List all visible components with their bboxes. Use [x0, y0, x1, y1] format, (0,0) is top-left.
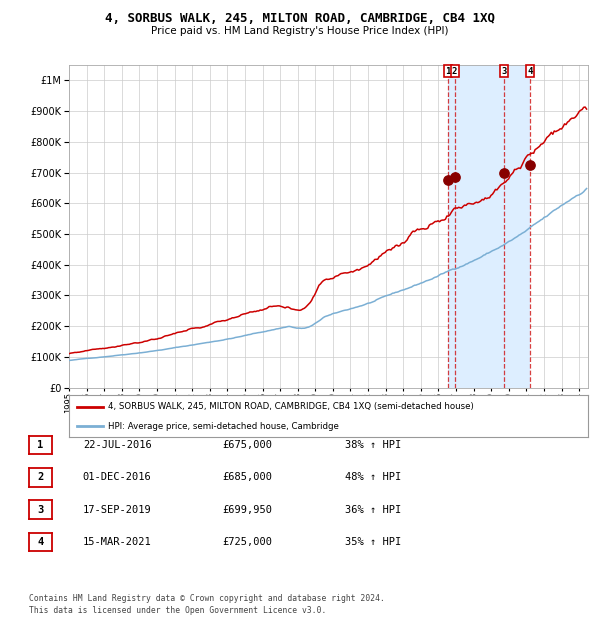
Text: 17-SEP-2019: 17-SEP-2019: [83, 505, 152, 515]
Text: 15-MAR-2021: 15-MAR-2021: [83, 537, 152, 547]
Text: 4: 4: [37, 537, 43, 547]
Text: £685,000: £685,000: [222, 472, 272, 482]
Text: 35% ↑ HPI: 35% ↑ HPI: [345, 537, 401, 547]
Point: [443, 175, 453, 185]
Point: [526, 160, 535, 170]
Text: 48% ↑ HPI: 48% ↑ HPI: [345, 472, 401, 482]
Text: £675,000: £675,000: [222, 440, 272, 450]
Text: 3: 3: [37, 505, 43, 515]
Text: Price paid vs. HM Land Registry's House Price Index (HPI): Price paid vs. HM Land Registry's House …: [151, 26, 449, 36]
Point: [450, 172, 460, 182]
Text: 4, SORBUS WALK, 245, MILTON ROAD, CAMBRIDGE, CB4 1XQ: 4, SORBUS WALK, 245, MILTON ROAD, CAMBRI…: [105, 12, 495, 25]
Text: 1: 1: [445, 67, 451, 76]
Text: Contains HM Land Registry data © Crown copyright and database right 2024.
This d: Contains HM Land Registry data © Crown c…: [29, 594, 385, 615]
Bar: [448, 65, 530, 388]
Text: 22-JUL-2016: 22-JUL-2016: [83, 440, 152, 450]
Text: 2: 2: [452, 67, 457, 76]
Text: 3: 3: [501, 67, 506, 76]
Text: 2: 2: [37, 472, 43, 482]
Text: £699,950: £699,950: [222, 505, 272, 515]
Text: HPI: Average price, semi-detached house, Cambridge: HPI: Average price, semi-detached house,…: [108, 422, 339, 431]
Text: 38% ↑ HPI: 38% ↑ HPI: [345, 440, 401, 450]
Text: 4, SORBUS WALK, 245, MILTON ROAD, CAMBRIDGE, CB4 1XQ (semi-detached house): 4, SORBUS WALK, 245, MILTON ROAD, CAMBRI…: [108, 402, 473, 411]
Text: 4: 4: [527, 67, 533, 76]
Text: 01-DEC-2016: 01-DEC-2016: [83, 472, 152, 482]
Text: 1: 1: [37, 440, 43, 450]
Text: £725,000: £725,000: [222, 537, 272, 547]
Point: [499, 167, 509, 177]
Text: 36% ↑ HPI: 36% ↑ HPI: [345, 505, 401, 515]
